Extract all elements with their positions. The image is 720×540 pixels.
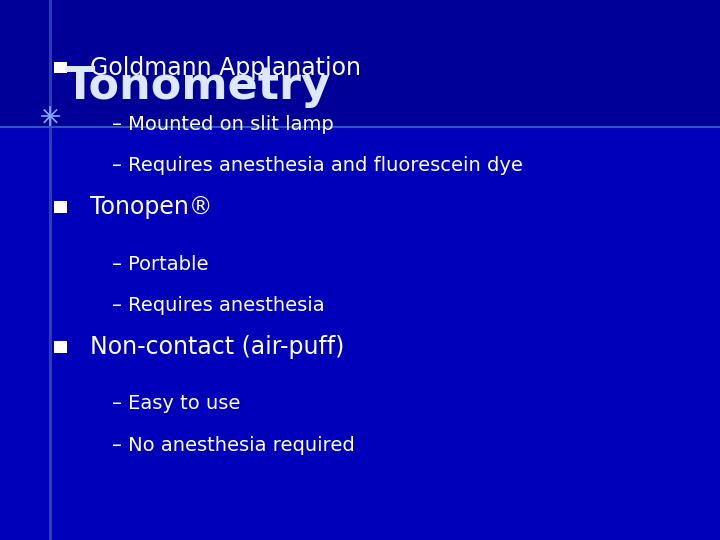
Bar <box>54 62 67 73</box>
Bar <box>0 127 720 540</box>
Text: Goldmann Applanation: Goldmann Applanation <box>90 56 361 79</box>
Bar <box>0 0 720 127</box>
Text: Tonometry: Tonometry <box>65 65 330 108</box>
Text: Tonopen®: Tonopen® <box>90 195 212 219</box>
Text: – Mounted on slit lamp: – Mounted on slit lamp <box>112 114 333 134</box>
Text: – Requires anesthesia and fluorescein dye: – Requires anesthesia and fluorescein dy… <box>112 156 523 176</box>
Bar <box>54 341 67 353</box>
Text: – Easy to use: – Easy to use <box>112 394 240 414</box>
Text: Non-contact (air-puff): Non-contact (air-puff) <box>90 335 344 359</box>
Bar <box>49 0 52 540</box>
Bar <box>54 201 67 213</box>
Text: – Portable: – Portable <box>112 254 208 274</box>
Text: – No anesthesia required: – No anesthesia required <box>112 436 354 455</box>
Text: – Requires anesthesia: – Requires anesthesia <box>112 296 324 315</box>
